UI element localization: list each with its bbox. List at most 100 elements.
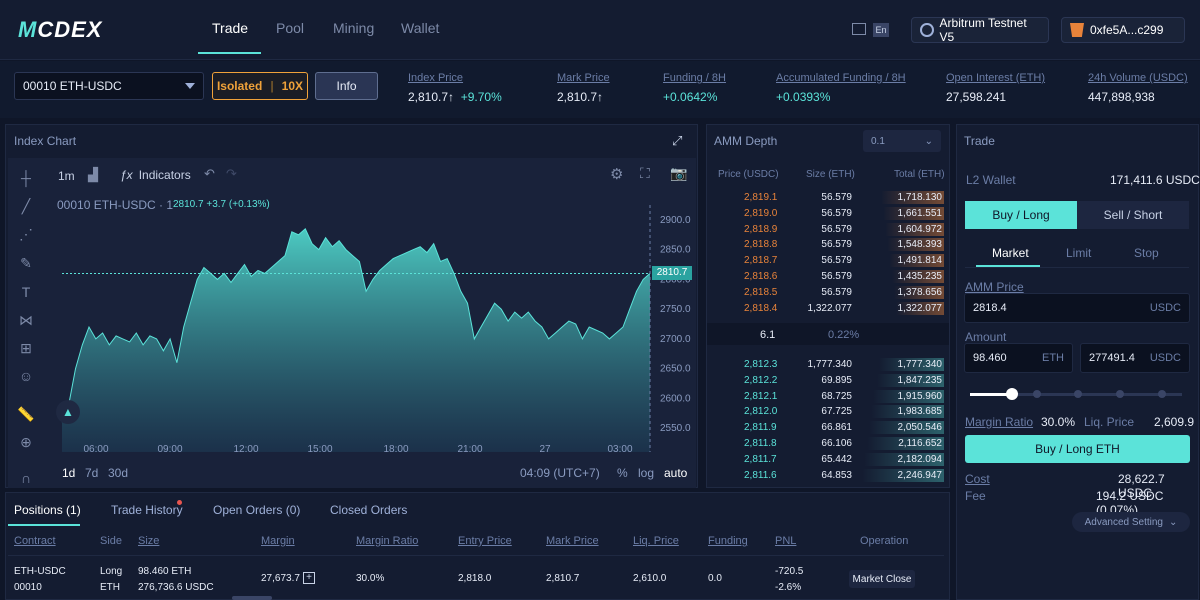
settings-gear-icon[interactable]: ⚙: [610, 166, 624, 183]
ask-size: 56.579: [821, 286, 852, 298]
order-type-stop[interactable]: Stop: [1134, 246, 1159, 260]
sell-short-tab[interactable]: Sell / Short: [1077, 201, 1189, 229]
zoom-icon[interactable]: ⊕: [20, 434, 32, 450]
nav-tab-pool[interactable]: Pool: [276, 20, 305, 36]
ask-row[interactable]: 2,818.4 1,322.077 1,322.077: [706, 301, 950, 317]
amm-header-price: Price (USDC): [718, 169, 779, 180]
ask-row[interactable]: 2,818.5 56.579 1,378.656: [706, 285, 950, 301]
margin-mode-button[interactable]: Isolated | 10X: [212, 72, 308, 100]
ask-row[interactable]: 2,819.1 56.579 1,718.130: [706, 190, 950, 206]
ask-price: 2,818.5: [744, 286, 778, 298]
tradingview-logo-icon[interactable]: ▲: [56, 400, 80, 424]
brush-icon[interactable]: ✎: [20, 255, 32, 271]
emoji-icon[interactable]: ☺: [18, 368, 34, 384]
nav-tab-wallet[interactable]: Wallet: [401, 20, 440, 36]
network-selector[interactable]: Arbitrum Testnet V5: [911, 16, 1049, 44]
tab-trade-history[interactable]: Trade History: [111, 503, 183, 517]
indicators-button[interactable]: ƒx Indicators: [120, 168, 191, 182]
ask-row[interactable]: 2,818.9 56.579 1,604.972: [706, 222, 950, 238]
fib-icon[interactable]: ⋰: [19, 226, 33, 242]
measure-icon[interactable]: ⊞: [20, 340, 32, 356]
slider-stop[interactable]: [1116, 390, 1124, 398]
timezone-label[interactable]: 04:09 (UTC+7): [520, 466, 600, 480]
redo-icon[interactable]: ↷: [226, 166, 237, 181]
horizontal-scrollbar[interactable]: [232, 596, 272, 600]
submit-buy-button[interactable]: Buy / Long ETH: [965, 435, 1190, 463]
camera-icon[interactable]: 📷: [670, 165, 688, 181]
fullscreen-icon[interactable]: ⛶: [640, 165, 650, 181]
y-tick-label: 2750.0: [660, 304, 691, 315]
bid-row[interactable]: 2,811.8 66.106 2,116.652: [706, 436, 950, 452]
accumulated-funding-label[interactable]: Accumulated Funding / 8H: [776, 72, 906, 84]
amount-usdc-input[interactable]: 277491.4 USDC: [1080, 343, 1190, 373]
ask-row[interactable]: 2,818.8 56.579 1,548.393: [706, 237, 950, 253]
mcdex-logo[interactable]: MCDEX: [18, 17, 103, 42]
bid-row[interactable]: 2,812.1 68.725 1,915.960: [706, 389, 950, 405]
positions-tab-indicator: [8, 524, 80, 526]
slider-stop[interactable]: [1033, 390, 1041, 398]
bid-row[interactable]: 2,811.6 64.853 2,246.947: [706, 468, 950, 484]
range-7d[interactable]: 7d: [85, 466, 99, 480]
market-close-button[interactable]: Market Close: [849, 570, 915, 588]
pattern-icon[interactable]: ⋈: [19, 312, 33, 328]
mark-price-label[interactable]: Mark Price: [557, 72, 610, 84]
bid-row[interactable]: 2,812.0 67.725 1,983.685: [706, 404, 950, 420]
funding-label[interactable]: Funding / 8H: [663, 72, 726, 84]
slider-stop[interactable]: [1158, 390, 1166, 398]
ohlc-last: 2810.7: [173, 199, 204, 210]
chart-type-icon[interactable]: ▟: [88, 167, 98, 182]
log-scale-toggle[interactable]: log: [638, 466, 655, 480]
range-30d[interactable]: 30d: [108, 466, 129, 480]
ruler-icon[interactable]: 📏: [17, 406, 35, 422]
layout-icon[interactable]: [852, 23, 866, 35]
amount-slider-handle[interactable]: [1006, 388, 1019, 400]
col-side: Side: [100, 535, 123, 547]
indicators-label: Indicators: [138, 168, 191, 182]
language-icon[interactable]: En: [873, 23, 889, 37]
col-pnl: PNL: [775, 535, 797, 547]
price-area-chart[interactable]: 2900.02850.02800.02750.02700.02650.02600…: [50, 205, 700, 480]
tab-positions[interactable]: Positions (1): [14, 503, 81, 517]
pair-select[interactable]: 00010 ETH-USDC: [14, 72, 204, 100]
bid-row[interactable]: 2,811.9 66.861 2,050.546: [706, 420, 950, 436]
ask-row[interactable]: 2,818.7 56.579 1,491.814: [706, 253, 950, 269]
ask-price: 2,819.0: [744, 207, 778, 219]
precision-select[interactable]: 0.1 ⌄: [863, 130, 941, 152]
bid-total: 1,777.340: [897, 359, 943, 370]
amm-price-field[interactable]: 2818.4 USDC: [964, 293, 1190, 323]
wallet-button[interactable]: 0xfe5A...c299: [1061, 17, 1185, 43]
bid-row[interactable]: 2,812.3 1,777.340 1,777.340: [706, 357, 950, 373]
interval-button[interactable]: 1m: [58, 169, 75, 183]
open-interest-label[interactable]: Open Interest (ETH): [946, 72, 1046, 84]
slider-stop[interactable]: [1074, 390, 1082, 398]
nav-tab-trade[interactable]: Trade: [212, 20, 249, 36]
amount-usdc-value: 277491.4: [1089, 352, 1135, 364]
trend-line-icon[interactable]: ╱: [21, 198, 31, 214]
ask-row[interactable]: 2,818.6 56.579 1,435.235: [706, 269, 950, 285]
range-1d[interactable]: 1d: [62, 466, 76, 480]
volume-label[interactable]: 24h Volume (USDC): [1088, 72, 1188, 84]
ask-row[interactable]: 2,819.0 56.579 1,661.551: [706, 206, 950, 222]
order-type-market[interactable]: Market: [992, 246, 1029, 260]
nav-tab-mining[interactable]: Mining: [333, 20, 375, 36]
amount-eth-input[interactable]: 98.460 ETH: [964, 343, 1073, 373]
info-button[interactable]: Info: [315, 72, 378, 100]
amm-header-size: Size (ETH): [806, 169, 855, 180]
bid-depth-bar: [869, 421, 944, 435]
percent-scale-toggle[interactable]: %: [617, 466, 628, 480]
magnet-icon[interactable]: ∩: [20, 470, 32, 486]
expand-icon[interactable]: ⤢: [672, 133, 683, 148]
auto-scale-toggle[interactable]: auto: [664, 466, 688, 480]
buy-long-tab[interactable]: Buy / Long: [965, 201, 1077, 229]
undo-icon[interactable]: ↶: [204, 166, 215, 181]
tab-closed-orders[interactable]: Closed Orders: [330, 503, 408, 517]
add-margin-icon[interactable]: +: [303, 572, 315, 584]
order-type-limit[interactable]: Limit: [1066, 246, 1092, 260]
text-tool-icon[interactable]: T: [21, 284, 31, 300]
bid-row[interactable]: 2,811.7 65.442 2,182.094: [706, 452, 950, 468]
crosshair-icon[interactable]: ┼: [21, 170, 31, 186]
tab-open-orders[interactable]: Open Orders (0): [213, 503, 301, 517]
bid-row[interactable]: 2,812.2 69.895 1,847.235: [706, 373, 950, 389]
index-price-label[interactable]: Index Price: [408, 72, 464, 84]
advanced-setting-button[interactable]: Advanced Setting ⌄: [1072, 512, 1190, 532]
